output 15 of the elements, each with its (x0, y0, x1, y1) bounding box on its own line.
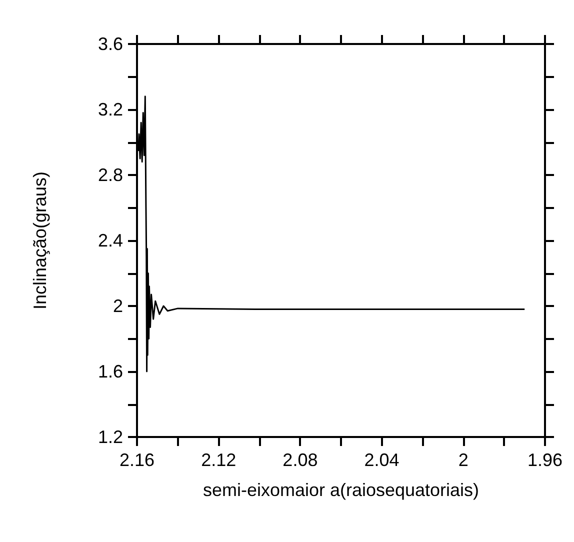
y-tick-label: 1.6 (98, 362, 123, 382)
x-tick-label: 2.04 (364, 450, 400, 470)
y-tick-label: 3.2 (98, 100, 123, 120)
x-axis-title: semi-eixomaior a(raiosequatoriais) (202, 480, 480, 500)
x-tick-label: 2 (458, 450, 468, 470)
y-tick-label: 2 (112, 296, 123, 316)
y-tick-label: 1.2 (98, 427, 123, 447)
y-tick-label: 3.6 (98, 34, 123, 54)
y-tick-label: 2.4 (98, 230, 123, 250)
y-axis-title: Inclinação(graus) (30, 171, 50, 310)
y-tick-label: 2.8 (98, 165, 123, 185)
x-tick-label: 2.08 (282, 450, 318, 470)
x-tick-label: 2.12 (201, 450, 236, 470)
x-tick-label: 2.16 (119, 450, 155, 470)
x-tick-label: 1.96 (527, 450, 563, 470)
